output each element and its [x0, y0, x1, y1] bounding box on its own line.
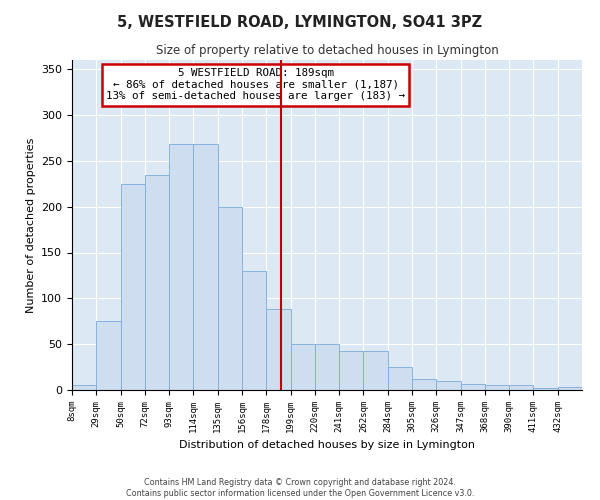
Bar: [193, 144, 218, 390]
Bar: [266, 310, 290, 390]
X-axis label: Distribution of detached houses by size in Lymington: Distribution of detached houses by size …: [179, 440, 475, 450]
Bar: [412, 379, 436, 390]
Text: 5, WESTFIELD ROAD, LYMINGTON, SO41 3PZ: 5, WESTFIELD ROAD, LYMINGTON, SO41 3PZ: [118, 15, 482, 30]
Bar: [485, 386, 509, 390]
Bar: [72, 386, 96, 390]
Bar: [364, 350, 388, 390]
Y-axis label: Number of detached properties: Number of detached properties: [26, 138, 35, 312]
Bar: [436, 381, 461, 390]
Bar: [388, 367, 412, 390]
Bar: [339, 350, 364, 390]
Bar: [461, 384, 485, 390]
Bar: [169, 144, 193, 390]
Bar: [242, 271, 266, 390]
Bar: [145, 174, 169, 390]
Text: Contains HM Land Registry data © Crown copyright and database right 2024.
Contai: Contains HM Land Registry data © Crown c…: [126, 478, 474, 498]
Bar: [509, 386, 533, 390]
Text: 5 WESTFIELD ROAD: 189sqm
← 86% of detached houses are smaller (1,187)
13% of sem: 5 WESTFIELD ROAD: 189sqm ← 86% of detach…: [106, 68, 405, 102]
Bar: [218, 206, 242, 390]
Bar: [290, 344, 315, 390]
Bar: [315, 344, 339, 390]
Bar: [96, 322, 121, 390]
Bar: [121, 184, 145, 390]
Title: Size of property relative to detached houses in Lymington: Size of property relative to detached ho…: [155, 44, 499, 58]
Bar: [558, 387, 582, 390]
Bar: [533, 388, 558, 390]
